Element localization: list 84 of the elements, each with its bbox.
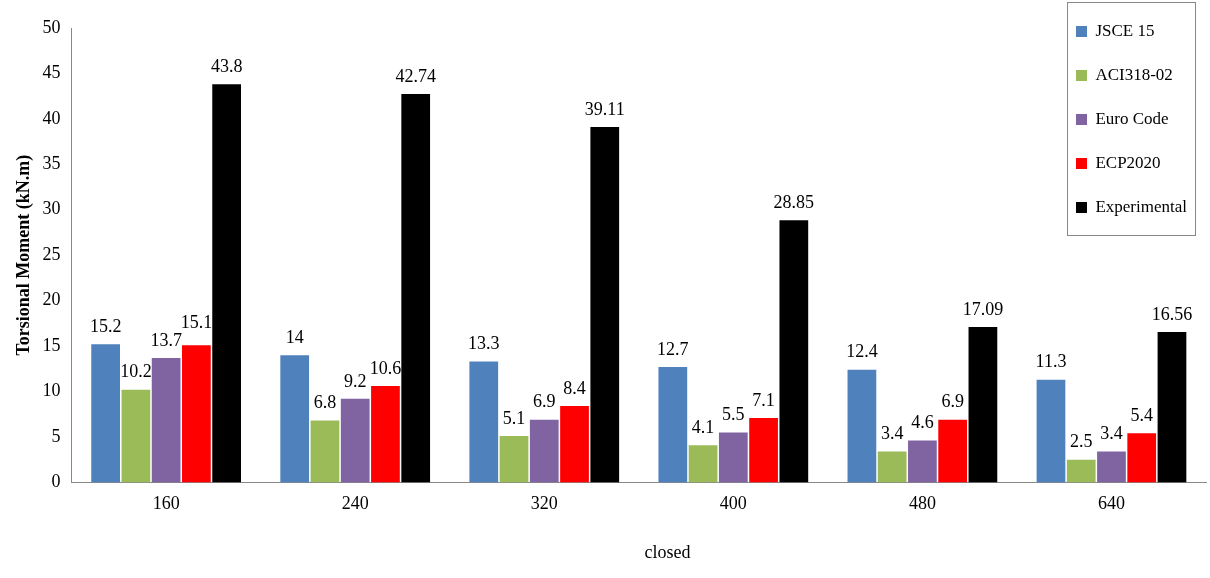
x-tick-label: 240 [341, 492, 369, 513]
bar [908, 440, 937, 483]
y-tick-label: 25 [42, 243, 61, 264]
y-tick-label: 10 [42, 380, 61, 401]
bar [371, 386, 400, 483]
y-tick-label: 35 [42, 153, 61, 174]
data-label: 39.11 [584, 98, 625, 119]
legend-label: Euro Code [1095, 109, 1169, 129]
bar [121, 389, 151, 483]
data-label: 11.3 [1035, 351, 1067, 372]
data-label: 15.1 [180, 311, 213, 332]
data-label: 15.2 [89, 316, 122, 336]
bar [749, 417, 778, 483]
data-label: 17.09 [962, 298, 1004, 319]
legend-label: Experimental [1095, 197, 1187, 217]
bar [340, 398, 370, 483]
x-tick-label: 640 [1097, 492, 1125, 513]
bar [151, 357, 181, 483]
data-label: 4.6 [911, 412, 934, 433]
data-label: 6.9 [533, 391, 556, 412]
data-label: 6.8 [313, 392, 337, 413]
x-tick-label: 480 [908, 492, 936, 513]
x-tick-label: 320 [530, 492, 558, 513]
data-label: 12.4 [846, 341, 878, 362]
bar [718, 432, 748, 483]
bar [877, 451, 907, 483]
data-label: 16.56 [1151, 303, 1193, 324]
bar [560, 406, 589, 483]
data-label: 13.7 [150, 329, 182, 350]
y-tick-label: 5 [51, 425, 61, 446]
legend-label: ECP2020 [1095, 153, 1161, 173]
data-label: 5.5 [722, 404, 745, 425]
data-label: 6.9 [941, 391, 964, 412]
bar [590, 126, 620, 483]
legend-label: ACI318-02 [1095, 65, 1173, 85]
data-label: 13.3 [468, 333, 500, 354]
data-label: 3.4 [1100, 423, 1123, 444]
y-tick-label: 45 [42, 62, 61, 83]
x-tick-label: 400 [719, 492, 747, 513]
legend-label: JSCE 15 [1095, 21, 1155, 41]
bar [779, 220, 809, 483]
bar [658, 366, 688, 483]
data-label: 10.6 [369, 357, 402, 378]
bar [1157, 331, 1187, 483]
bar [1097, 451, 1126, 483]
x-axis-title: closed [643, 542, 692, 563]
bar [401, 93, 431, 483]
data-label: 8.4 [563, 377, 586, 398]
x-tick-label: 160 [152, 492, 180, 513]
bar [688, 445, 718, 483]
y-tick-label: 30 [42, 198, 61, 219]
data-label: 10.2 [120, 361, 152, 382]
y-tick-label: 20 [42, 289, 61, 310]
y-tick-label: 40 [42, 107, 61, 128]
bar [91, 344, 120, 483]
y-tick-label: 15 [42, 334, 61, 355]
data-label: 3.4 [880, 423, 904, 444]
y-axis-title: Torsional Moment (kN.m) [13, 154, 35, 356]
bar [280, 355, 310, 483]
data-label: 43.8 [210, 56, 243, 77]
data-label: 28.85 [773, 191, 815, 212]
y-tick-label: 50 [42, 16, 61, 37]
bar [968, 327, 998, 483]
bar [212, 84, 241, 483]
bar [938, 419, 968, 483]
bar [847, 369, 877, 483]
bar [1066, 459, 1096, 483]
data-label: 2.5 [1069, 431, 1093, 452]
bar [529, 419, 559, 483]
data-label: 4.1 [691, 416, 715, 437]
data-label: 14 [285, 326, 304, 347]
y-tick-label: 0 [51, 471, 61, 492]
data-label: 5.4 [1130, 405, 1153, 426]
data-label: 7.1 [752, 389, 775, 410]
bar [1036, 379, 1066, 483]
bar [499, 436, 529, 483]
data-label: 9.2 [343, 370, 367, 391]
data-label: 5.1 [502, 407, 526, 428]
data-label: 42.74 [395, 65, 436, 86]
bar [1127, 433, 1157, 483]
bar [469, 361, 499, 483]
data-label: 12.7 [657, 338, 689, 359]
bar [182, 345, 211, 483]
bar [310, 420, 340, 483]
